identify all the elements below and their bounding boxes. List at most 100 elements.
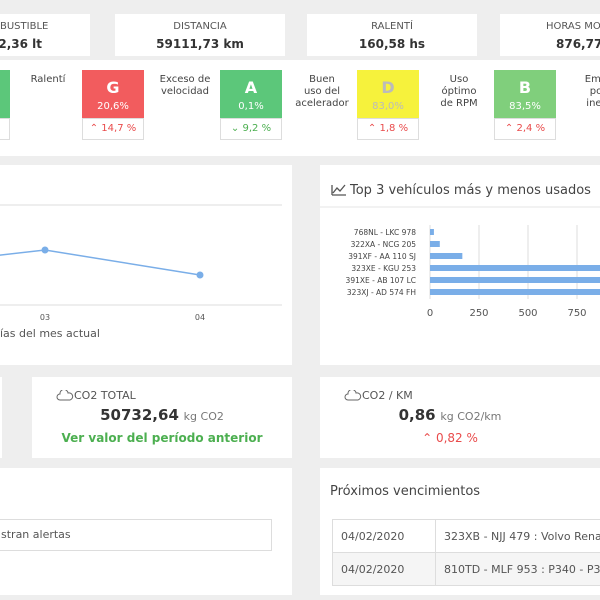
line — [0, 249, 201, 276]
cell: 323XB - NJJ 479 : Volvo Renault — [435, 519, 600, 553]
stat-value: 160,58 hs — [358, 37, 426, 51]
co2-unit: kg CO2/km — [440, 410, 502, 423]
x-tick-label: 04 — [195, 313, 205, 322]
grade-label: Emppoiner — [563, 74, 600, 110]
label-line: Ralentí — [30, 74, 66, 85]
grade-percent: 20,6% — [97, 101, 129, 112]
point — [41, 246, 49, 254]
y-tick-label: 768NL - LKC 978 — [354, 228, 416, 237]
stat-value: 876,77 — [556, 37, 600, 51]
y-tick-label: 323XE - KGU 253 — [351, 264, 416, 273]
chart-icon — [331, 184, 346, 196]
co2-km-card: CO2 / KM 0,86 kg CO2/km ⌃ 0,82 % — [320, 377, 600, 458]
bar — [430, 289, 600, 295]
label-line: óptimo — [441, 86, 477, 97]
arrow-up: ⌃ — [422, 431, 433, 445]
label-line: po — [589, 86, 600, 97]
cell: 810TD - MLF 953 : P340 - P360 — [435, 552, 600, 586]
trend-arrow: ⌄ — [230, 123, 243, 134]
change-value: 1,8 % — [379, 123, 409, 134]
x-tick-label: 0 — [427, 308, 433, 319]
line-chart: ías del mes actual 03 04 — [0, 204, 282, 340]
grade-percent: 83,0% — [372, 101, 404, 112]
grade-label: Buen uso del acelerador — [289, 74, 355, 110]
label-line: acelerador — [295, 98, 349, 109]
label-line: Exceso de — [159, 74, 211, 85]
grade-box: D 83,0% — [357, 70, 419, 118]
co2-total-card: CO2 TOTAL 50732,64 kg CO2 Ver valor del … — [32, 377, 292, 458]
co2-value: 50732,64 — [100, 406, 179, 424]
bar-panel: Top 3 vehículos más y menos usados 0 250 5… — [320, 165, 600, 365]
cloud-icon — [344, 390, 362, 401]
label-line: Uso — [449, 74, 469, 85]
change-box: ⌃ 14,7 % — [82, 118, 144, 140]
bar — [430, 229, 434, 235]
previous-link[interactable]: Ver valor del período anterior — [61, 431, 263, 445]
grade-letter: D — [381, 78, 395, 97]
grade-box — [0, 70, 10, 118]
label-line: Buen — [309, 74, 335, 85]
y-tick-label: 323XJ - AD 574 FH — [347, 288, 416, 297]
change-box: ⌄ 9,2 % — [220, 118, 282, 140]
label-line: Emp — [584, 74, 600, 85]
chart-title: Top 3 vehículos más y menos usados — [349, 183, 591, 198]
change-box: ⌃ 1,8 % — [357, 118, 419, 140]
stat-value: 59111,73 km — [156, 37, 244, 51]
trend-arrow: ⌃ — [89, 123, 102, 134]
co2-label: CO2 TOTAL — [74, 389, 136, 402]
change-value: 0,82 % — [435, 431, 478, 445]
x-tick-label: 250 — [469, 308, 488, 319]
bar — [430, 277, 600, 283]
grade-letter: G — [106, 78, 120, 97]
alerts-panel: stran alertas — [0, 468, 292, 595]
bar — [430, 265, 600, 271]
cloud-icon — [56, 390, 74, 401]
grade-percent: 0,1% — [238, 101, 264, 112]
grade-letter: A — [244, 78, 258, 97]
change-box: ⌃ 2,4 % — [494, 118, 556, 140]
trend-arrow: ⌃ — [367, 123, 380, 134]
grade-box: A 0,1% — [220, 70, 282, 118]
x-axis-label: ías del mes actual — [0, 327, 100, 340]
x-tick-label: 500 — [518, 308, 537, 319]
label-line: iner — [586, 98, 600, 109]
cell: 04/02/2020 — [332, 552, 436, 586]
row: 04/02/2020 323XB - NJJ 479 : Volvo Renaul… — [332, 519, 600, 553]
grades-panel: Ralentí G 20,6% ⌃ 14,7 % Exceso de velocidad A… — [0, 60, 600, 156]
grade-label: Exceso de velocidad — [152, 74, 218, 98]
co2-value: 0,86 — [398, 406, 436, 424]
stat-card: BUSTIBLE 02,36 lt — [0, 14, 90, 56]
stat-label: HORAS MO — [546, 21, 600, 32]
trend-arrow: ⌃ — [504, 123, 517, 134]
x-tick-label: 750 — [567, 308, 586, 319]
change-value: 14,7 % — [101, 123, 137, 134]
change-value: 2,4 % — [516, 123, 546, 134]
stat-label: RALENTÍ — [371, 21, 413, 32]
label-line: velocidad — [160, 86, 210, 97]
grade-box: G 20,6% — [82, 70, 144, 118]
grade-label: Ralentí — [15, 74, 81, 86]
cell: 04/02/2020 — [332, 519, 436, 553]
grade-percent: 83,5% — [509, 101, 541, 112]
due-panel: Próximos vencimientos 04/02/2020 323XB - … — [320, 468, 600, 595]
row: 04/02/2020 810TD - MLF 953 : P340 - P360 — [332, 552, 600, 586]
grade-box: B 83,5% — [494, 70, 556, 118]
grade-label: Uso óptimo de RPM — [426, 74, 492, 110]
stat-card: RALENTÍ 160,58 hs — [307, 14, 477, 56]
bar-chart: Top 3 vehículos más y menos usados 0 250 5… — [320, 183, 600, 319]
y-tick-label: 391XE - AB 107 LC — [346, 276, 416, 285]
due-table: 04/02/2020 323XB - NJJ 479 : Volvo Renaul… — [332, 519, 600, 586]
grade-letter: B — [518, 78, 532, 97]
line-panel: ías del mes actual 03 04 — [0, 165, 292, 365]
change-box — [0, 118, 10, 140]
co2-change: ⌃ 0,82 % — [320, 431, 580, 445]
change-value: 9,2 % — [242, 123, 272, 134]
stat-value: 02,36 lt — [0, 37, 42, 51]
bar — [430, 241, 440, 247]
label-line: uso del — [303, 86, 341, 97]
co2-label: CO2 / KM — [362, 389, 413, 402]
bar — [430, 253, 463, 259]
stat-label: BUSTIBLE — [0, 21, 49, 32]
